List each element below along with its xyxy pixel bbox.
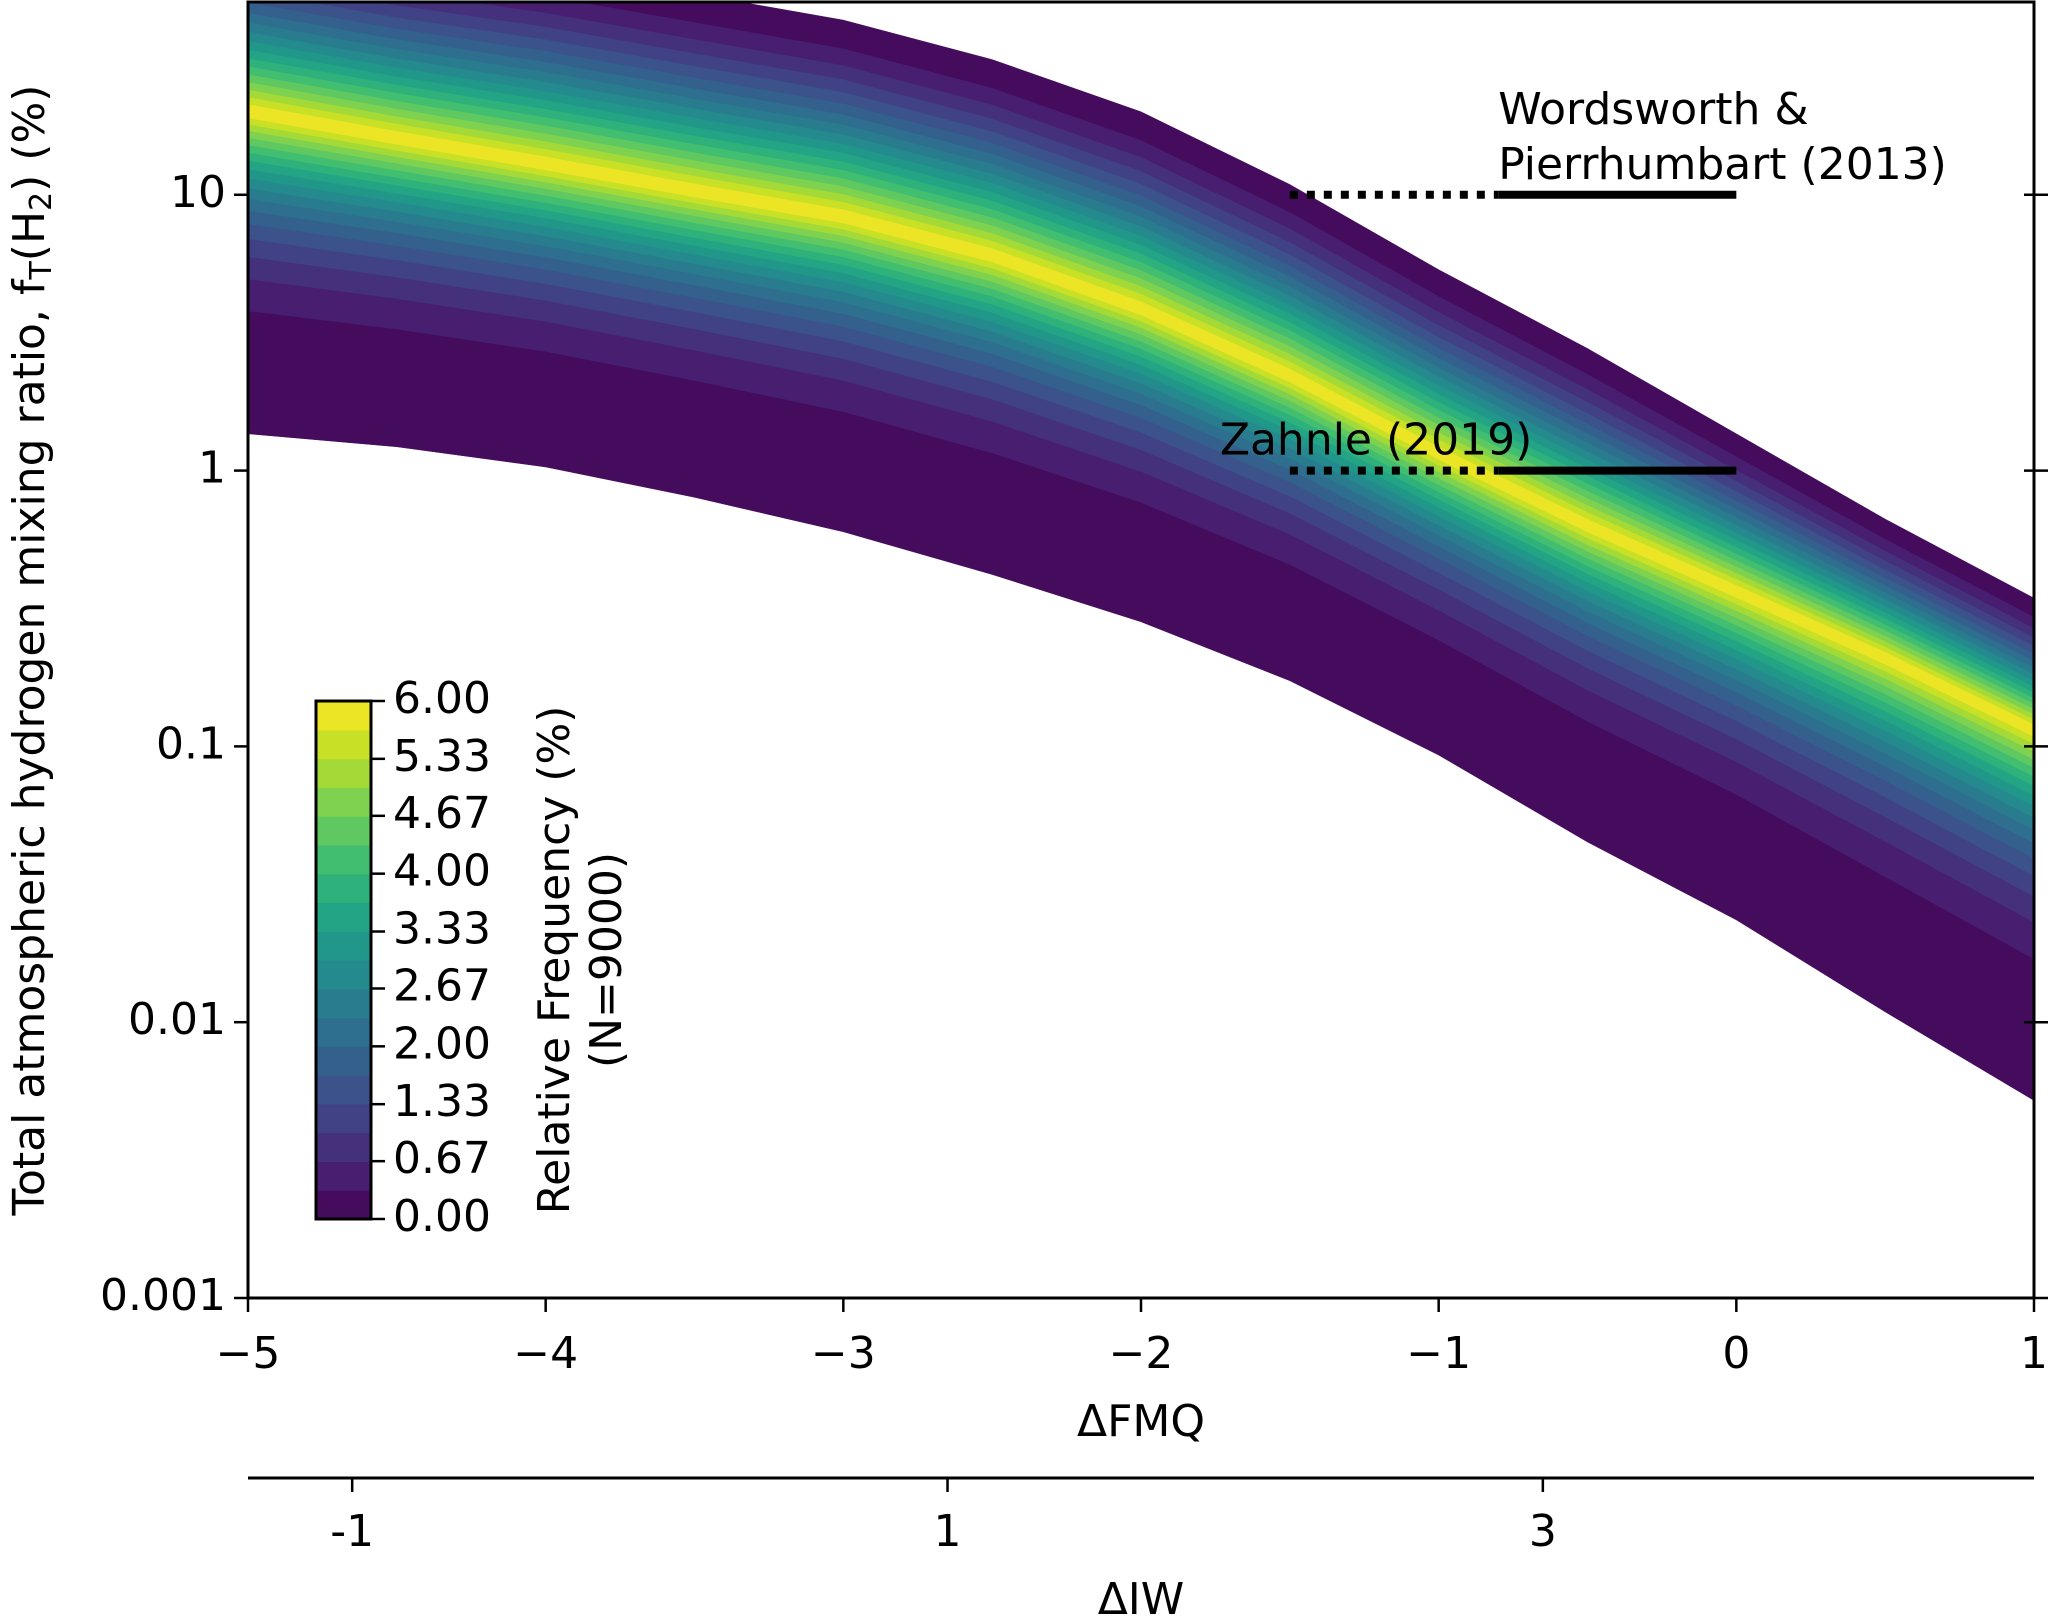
colorbar-label: (N=9000) (581, 852, 632, 1068)
y-tick-label: 0.001 (100, 1270, 226, 1321)
x2-tick-label: 1 (934, 1506, 962, 1557)
colorbar-tick-label: 3.33 (393, 904, 491, 955)
colorbar-step (316, 787, 371, 817)
colorbar-tick-label: 4.67 (393, 788, 491, 839)
contour-field (248, 2, 2034, 1101)
reference-label: Pierrhumbart (2013) (1498, 139, 1947, 190)
colorbar-step (316, 1046, 371, 1076)
reference-label: Zahnle (2019) (1220, 415, 1532, 466)
colorbar-tick-label: 2.00 (393, 1018, 491, 1069)
y-axis-label-part: T (24, 261, 59, 281)
y-axis-label-part: 2 (24, 192, 59, 211)
colorbar-step (316, 931, 371, 961)
contour-band (248, 89, 2034, 752)
x2-tick-label: 3 (1529, 1506, 1557, 1557)
colorbar-frame (314, 699, 373, 1221)
colorbar-tick-label: 6.00 (393, 673, 491, 724)
colorbar-tick-label: 0.00 (393, 1191, 491, 1242)
colorbar-step (316, 844, 371, 875)
colorbar-tick-label: 2.67 (393, 960, 491, 1011)
colorbar-step (316, 873, 371, 904)
colorbar-step (316, 1017, 371, 1047)
x-tick-label: −4 (513, 1328, 578, 1379)
x-tick-label: −1 (1406, 1328, 1471, 1379)
contour-band (248, 104, 2034, 737)
contour-band (248, 97, 2034, 745)
colorbar-tick-label: 0.67 (393, 1133, 491, 1184)
y-axis-label-part: (H (4, 211, 55, 261)
colorbar-step (316, 1132, 371, 1163)
colorbar-label: Relative Frequency (%) (529, 706, 580, 1215)
y-tick-label: 10 (170, 167, 226, 218)
x2-tick-label: -1 (330, 1506, 374, 1557)
colorbar-step (316, 1190, 371, 1220)
colorbar-step (316, 902, 371, 932)
colorbar-tick-label: 1.33 (393, 1076, 491, 1127)
x-axis-label: ΔFMQ (1077, 1396, 1205, 1447)
x-tick-label: −5 (216, 1328, 281, 1379)
x-tick-label: −3 (811, 1328, 876, 1379)
colorbar-tick-label: 4.00 (393, 846, 491, 897)
y-tick-label: 0.01 (128, 994, 226, 1045)
y-axis-label-part: ) (%) (4, 85, 55, 192)
colorbar-step (316, 758, 371, 788)
colorbar-step (316, 701, 371, 731)
x-tick-label: −2 (1109, 1328, 1174, 1379)
colorbar-step (316, 960, 371, 990)
y-tick-label: 1 (198, 443, 226, 494)
colorbar-step (316, 988, 371, 1019)
colorbar-step (316, 729, 371, 760)
x-tick-label: 0 (1722, 1328, 1750, 1379)
colorbar-step (316, 816, 371, 846)
y-axis-label: Total atmospheric hydrogen mixing ratio,… (4, 85, 59, 1217)
y-tick-label: 0.1 (156, 718, 226, 769)
x-tick-label: 1 (2020, 1328, 2048, 1379)
colorbar-step (316, 1075, 371, 1105)
x2-axis-label: ΔIW (1098, 1574, 1185, 1619)
colorbar-step (316, 1161, 371, 1191)
y-axis-label-part: Total atmospheric hydrogen mixing ratio,… (4, 278, 55, 1216)
colorbar-step (316, 1103, 371, 1134)
reference-label: Wordsworth & (1498, 84, 1808, 135)
colorbar-tick-label: 5.33 (393, 731, 491, 782)
